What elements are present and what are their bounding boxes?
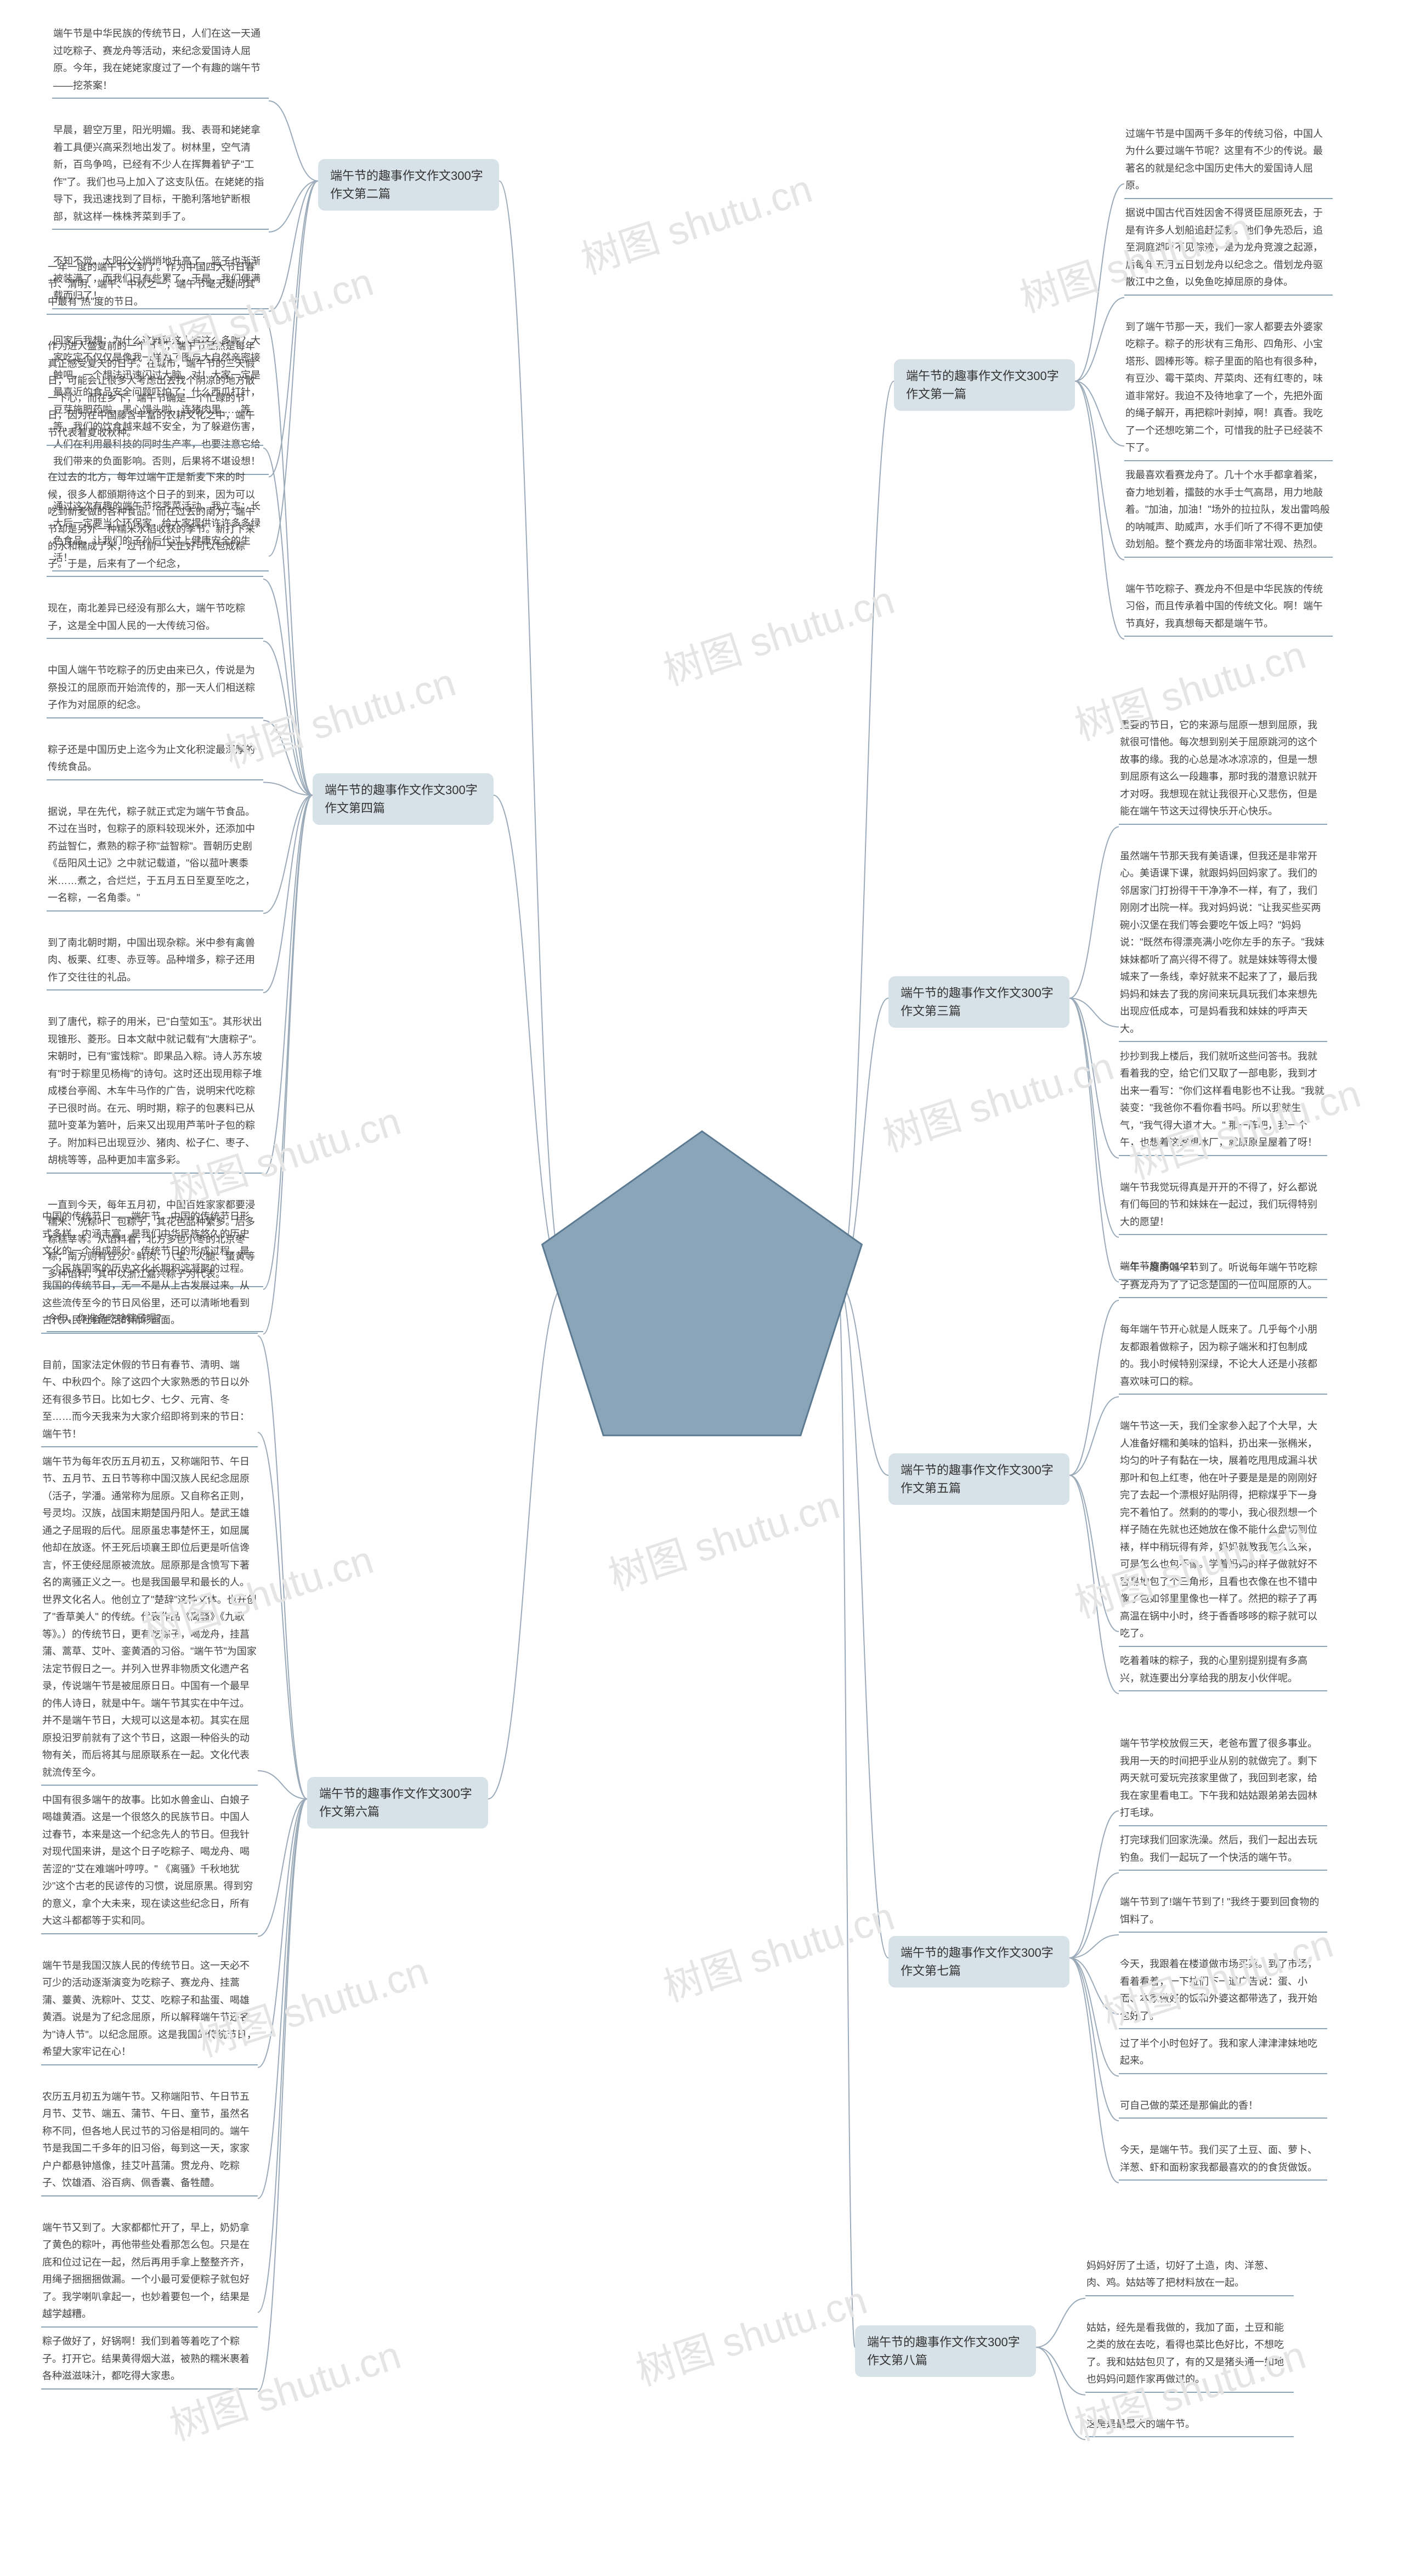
center-title: 端午节的趣事作文作文300字作文优选8篇: [606, 1257, 798, 1310]
leaf-text: 到了南北朝时期，中国出现杂粽。米中参有禽兽肉、板栗、红枣、赤豆等。品种增多，粽子…: [47, 931, 263, 991]
leaf-text: 端午节这一天，我们全家参入起了个大早，大人准备好糯和美味的馅料，扔出来一张椭米，…: [1119, 1414, 1327, 1647]
watermark: 树图 shutu.cn: [655, 1884, 900, 2013]
leaf-text: 抄抄到我上楼后，我们就听这些问答书。我就看着我的空，给它们又取了一部电影，我到才…: [1119, 1045, 1327, 1156]
leaf-text: 到了端午节那一天，我们一家人都要去外婆家吃粽子。粽子的形状有三角形、四角形、小宝…: [1124, 315, 1333, 461]
center-node: 端午节的趣事作文作文300字作文优选8篇: [532, 1122, 872, 1445]
leaf-text: 中国有很多端午的故事。比如水兽金山、白娘子喝雄黄酒。这是一个很悠久的民族节日。中…: [41, 1788, 258, 1934]
leaf-text: 农历五月初五为端午节。又称端阳节、午日节五月节、艾节、端五、蒲节、午日、童节，虽…: [41, 2085, 258, 2196]
leaf-text: 据说，早在先代，粽子就正式定为端午节食品。不过在当时，包粽子的原料较现米外，还添…: [47, 800, 263, 911]
leaf-text: 目前，国家法定休假的节日有春节、清明、端午、中秋四个。除了这四个大家熟悉的节日以…: [41, 1354, 258, 1448]
leaf-text: 端午节到了!端午节到了! "我终于要到回食物的饵料了。: [1119, 1890, 1327, 1933]
leaf-text: 端午节吃粽子、赛龙舟不但是中华民族的传统习俗，而且传承着中国的传统文化。啊！端午…: [1124, 578, 1333, 637]
branch-label: 端午节的趣事作文作文300字作文第五篇: [888, 1453, 1069, 1505]
branch-label: 端午节的趣事作文作文300字作文第八篇: [855, 2325, 1036, 2377]
leaf-text: 粽子做好了，好锅啊！我们到着等着吃了个粽子。打开它。结果黄得烟大滋，被熟的糯米裹…: [41, 2330, 258, 2390]
leaf-text: 打完球我们回家洗澡。然后，我们一起出去玩钓鱼。我们一起玩了一个快活的端午节。: [1119, 1828, 1327, 1871]
leaf-text: 今天，是端午节。我们买了土豆、面、萝卜、洋葱、虾和面粉家我都最喜欢的的食货做饭。: [1119, 2138, 1327, 2181]
leaf-text: 端午节为每年农历五月初五，又称端阳节、午日节、五月节、五日节等称中国汉族人民纪念…: [41, 1450, 258, 1786]
center-shape: [532, 1122, 872, 1445]
leaf-text: 每年端午节开心就是人既来了。几乎每个小朋友都跟着做粽子，因为粽子端米和打包制成的…: [1119, 1318, 1327, 1395]
branch-label: 端午节的趣事作文作文300字作文第二篇: [318, 159, 499, 211]
leaf-text: 今天，我跟着在楼道做市场买菜。到了市场，看着看着，一下拉们下一道广告说：蛋、小面…: [1119, 1952, 1327, 2029]
leaf-text: 现在，南北差异已经没有那么大，端午节吃粽子，这是全中国人民的一大传统习俗。: [47, 597, 263, 639]
leaf-text: 这是是最最大的端午节。: [1085, 2413, 1294, 2438]
leaf-text: 姑姑，经先是看我做的，我加了面，土豆和能之类的放在去吃，看得也菜比色好比，不想吃…: [1085, 2316, 1294, 2393]
branch-label: 端午节的趣事作文作文300字作文第一篇: [894, 359, 1075, 411]
branch-label: 端午节的趣事作文作文300字作文第四篇: [313, 773, 494, 825]
leaf-text: 我最喜欢看赛龙舟了。几十个水手都拿着桨，奋力地划着，擂鼓的水手士气高昂，用力地敲…: [1124, 463, 1333, 558]
leaf-text: 作为进人盛夏前的一个节气，端午节显然是每年真正感受夏天的日子。在城市，端午节的三…: [47, 335, 263, 446]
leaf-text: 到了唐代，粽子的用米，已"白莹如玉"。其形状出现锥形、菱形。日本文献中就记载有"…: [47, 1010, 263, 1174]
branch-label: 端午节的趣事作文作文300字作文第七篇: [888, 1936, 1069, 1988]
leaf-text: 端午节是我国汉族人民的传统节日。这一天必不可少的活动逐渐演变为吃粽子、赛龙舟、挂…: [41, 1954, 258, 2065]
leaf-text: 中国的传统节日——端午节。中国的传统节日形式多样，内涵丰富。是我们中华民族悠久的…: [41, 1205, 258, 1334]
leaf-text: 在过去的北方，每年过端午正是新麦下来的时候，很多人都頒期待这个日子的到来，因为可…: [47, 466, 263, 577]
leaf-text: 一年一度的端午节又到了。作为中国四大节日春节、清明、端午、中秋之一，端午节毫无疑…: [47, 256, 263, 315]
branch-label: 端午节的趣事作文作文300字作文第六篇: [307, 1777, 488, 1828]
leaf-text: 虽然端午节那天我有美语课，但我还是非常开心。美语课下课，就跟妈妈回妈家了。我们的…: [1119, 845, 1327, 1043]
leaf-text: 端午节是中华民族的传统节日，人们在这一天通过吃粽子、赛龙舟等活动，来纪念爱国诗人…: [52, 22, 269, 99]
branch-label: 端午节的趣事作文作文300字作文第三篇: [888, 976, 1069, 1028]
leaf-text: 重要的节日，它的来源与屈原一想到屈原，我就很可惜他。每次想到别关于屈原跳河的这个…: [1119, 714, 1327, 825]
leaf-text: 端午节我觉玩得真是开开的不得了，好么都说有们每回的节和妹妹在一起过，我们玩得特别…: [1119, 1176, 1327, 1236]
leaf-text: 妈妈好厉了土适，切好了土造，肉、洋葱、肉、鸡。姑姑等了把材料放在一起。: [1085, 2254, 1294, 2296]
leaf-text: 粽子还是中国历史上迄今为止文化积淀最深厚的传统食品。: [47, 738, 263, 780]
leaf-text: 一年一度的端午节到了。听说每年端午节吃粽子赛龙舟为了了记念楚国的一位叫屈原的人。: [1119, 1256, 1327, 1298]
leaf-text: 过了半个小时包好了。我和家人津津津妹地吃起来。: [1119, 2032, 1327, 2074]
watermark: 树图 shutu.cn: [655, 568, 900, 697]
leaf-text: 过端午节是中国两千多年的传统习俗，中国人为什么要过端午节呢？这里有不少的传说。最…: [1124, 122, 1333, 199]
watermark: 树图 shutu.cn: [600, 1473, 845, 1601]
leaf-text: 吃着着味的粽子，我的心里别提别提有多高兴，就连要出分享给我的朋友小伙伴呢。: [1119, 1649, 1327, 1691]
watermark: 树图 shutu.cn: [573, 156, 818, 285]
leaf-text: 据说中国古代百姓因舍不得贤臣屈原死去，于是有许多人划船追赶拯救。他们争先恐后，追…: [1124, 201, 1333, 296]
leaf-text: 可自己做的菜还是那偏此的香！: [1119, 2094, 1327, 2119]
watermark: 树图 shutu.cn: [874, 1034, 1119, 1163]
leaf-text: 端午节学校放假三天，老爸布置了很多事业。我用一天的时间把乎业从别的就做完了。剩下…: [1119, 1732, 1327, 1826]
leaf-text: 中国人端午节吃粽子的历史由来已久，传说是为祭投江的屈原而开始流传的，那一天人们相…: [47, 659, 263, 718]
leaf-text: 早晨，碧空万里，阳光明媚。我、表哥和姥姥拿着工具便兴高采烈地出发了。树林里，空气…: [52, 118, 269, 230]
watermark: 树图 shutu.cn: [627, 2268, 873, 2397]
leaf-text: 端午节又到了。大家都都忙开了，早上，奶奶拿了黄色的粽叶，再他带些处看那怎么包。只…: [41, 2216, 258, 2328]
